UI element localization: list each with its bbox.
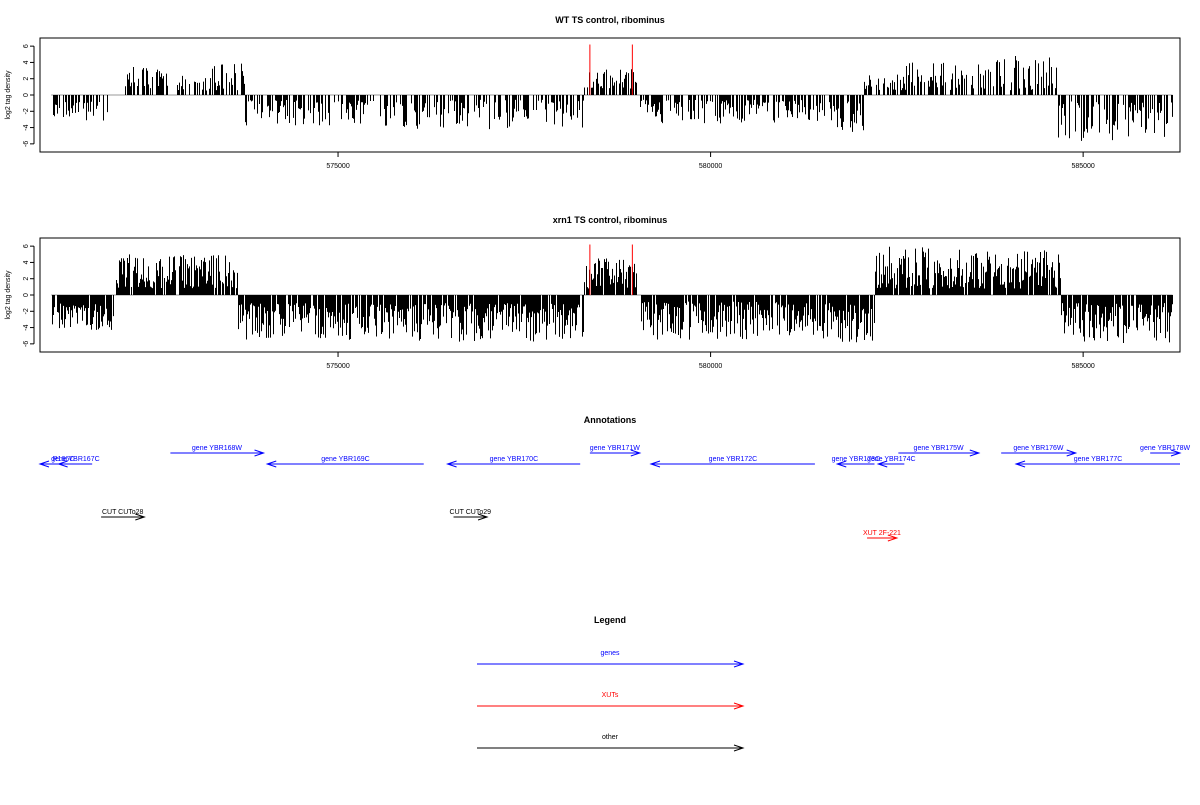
feature-arrowhead xyxy=(445,460,457,468)
xrn1-y-axis: -6 -4 -2 0 2 4 6 xyxy=(23,244,35,347)
wt-y-tick-label: -4 xyxy=(23,124,30,130)
legend-arrowhead xyxy=(733,744,745,752)
feature-label: gene YBR170C xyxy=(490,456,539,463)
wt-y-tick-label: -6 xyxy=(23,141,30,147)
feature-arrowhead xyxy=(835,460,847,468)
xrn1-y-tick-label: 0 xyxy=(23,293,30,297)
legend-arrowhead xyxy=(733,660,745,668)
feature-label: gene YBR167C xyxy=(51,456,100,463)
feature-label: R166C xyxy=(53,456,75,463)
feature-arrowhead xyxy=(649,460,661,468)
legend-arrowhead xyxy=(733,702,745,710)
legend-entry: XUTs xyxy=(477,692,745,710)
annotations-title: Annotations xyxy=(584,415,637,425)
wt-y-axis-label: log2 tag density xyxy=(5,70,12,120)
xrn1-x-tick-label: 585000 xyxy=(1071,363,1094,370)
feature-label: XUT 2F-221 xyxy=(863,530,901,537)
annotation-feature: gene YBR177C xyxy=(1014,456,1180,468)
annotation-feature: gene YBR171W xyxy=(590,445,642,457)
legend-entry: other xyxy=(477,734,745,752)
xrn1-coverage-panel: xrn1 TS control, ribominus log2 tag dens… xyxy=(5,215,1181,370)
legend-label: genes xyxy=(600,650,620,657)
wt-y-tick-label: -2 xyxy=(23,108,30,114)
feature-arrowhead xyxy=(1170,449,1182,457)
feature-arrowhead xyxy=(38,460,50,468)
annotation-feature: gene YBR168W xyxy=(170,445,266,457)
feature-label: gene YBR172C xyxy=(709,456,758,463)
legend-title: Legend xyxy=(594,615,626,625)
legend-panel: Legend genes XUTs other xyxy=(477,615,745,752)
feature-arrowhead xyxy=(969,449,981,457)
wt-y-axis: -6 -4 -2 0 2 4 6 xyxy=(23,44,35,147)
feature-arrowhead xyxy=(265,460,277,468)
wt-bars xyxy=(51,44,1173,141)
xrn1-x-tick-label: 575000 xyxy=(326,363,349,370)
feature-arrowhead xyxy=(1066,449,1078,457)
annotation-feature: CUT CUTo28 xyxy=(101,509,146,521)
annotation-feature: CUT CUTo29 xyxy=(450,509,492,521)
feature-label: gene YBR175W xyxy=(914,445,964,452)
feature-label: gene YBR171W xyxy=(590,445,640,452)
xrn1-plot-frame xyxy=(39,237,1181,353)
feature-arrowhead xyxy=(630,449,642,457)
annotation-feature: gene YBR174C xyxy=(867,456,916,468)
wt-y-tick-label: 4 xyxy=(23,60,30,64)
annotation-feature: XUT 2F-221 xyxy=(863,530,901,542)
xrn1-y-tick-label: 6 xyxy=(23,244,30,248)
wt-y-tick-label: 2 xyxy=(23,77,30,81)
annotation-feature: gene YBR176W xyxy=(1001,445,1078,457)
wt-y-tick-label: 0 xyxy=(23,93,30,97)
xrn1-y-tick-label: 4 xyxy=(23,260,30,264)
wt-x-axis: 575000 580000 585000 xyxy=(326,152,1095,170)
xrn1-panel-title: xrn1 TS control, ribominus xyxy=(553,215,668,225)
wt-x-tick-label: 575000 xyxy=(326,163,349,170)
feature-label: gene YBR174C xyxy=(867,456,916,463)
feature-label: CUT CUTo28 xyxy=(102,509,144,516)
feature-label: CUT CUTo29 xyxy=(450,509,492,516)
annotation-feature: gene YBR172C xyxy=(649,456,815,468)
annotation-feature: gene YBR170C xyxy=(445,456,581,468)
annotation-feature: gene YBR175W xyxy=(898,445,981,457)
legend-entries: genes XUTs other xyxy=(477,650,745,752)
xrn1-x-axis: 575000 580000 585000 xyxy=(326,352,1095,370)
wt-plot-frame xyxy=(39,37,1181,153)
legend-label: other xyxy=(602,734,619,741)
feature-arrowhead xyxy=(1014,460,1026,468)
annotation-feature: gene YBR167C xyxy=(51,456,100,468)
feature-label: gene YBR176W xyxy=(1013,445,1063,452)
wt-y-tick-label: 6 xyxy=(23,44,30,48)
feature-label: gene YBR178W xyxy=(1140,445,1190,452)
xrn1-x-tick-label: 580000 xyxy=(699,363,722,370)
feature-arrowhead xyxy=(887,534,899,542)
xrn1-y-tick-label: 2 xyxy=(23,277,30,281)
xrn1-y-tick-label: -4 xyxy=(23,324,30,330)
wt-x-tick-label: 585000 xyxy=(1071,163,1094,170)
feature-arrowhead xyxy=(57,460,68,468)
annotation-feature: gene YBR169C xyxy=(265,456,424,468)
feature-arrowhead xyxy=(254,449,266,457)
feature-label: gene YBR169C xyxy=(321,456,370,463)
wt-x-tick-label: 580000 xyxy=(699,163,722,170)
legend-entry: genes xyxy=(477,650,745,668)
feature-label: gene YBR173C xyxy=(832,456,881,463)
feature-label: gene YBR177C xyxy=(1074,456,1123,463)
annotation-feature: gene YBR173C xyxy=(832,456,881,468)
legend-label: XUTs xyxy=(602,692,619,699)
wt-panel-title: WT TS control, ribominus xyxy=(555,15,665,25)
feature-arrowhead xyxy=(477,513,489,521)
wt-coverage-panel: WT TS control, ribominus log2 tag densit… xyxy=(5,15,1181,170)
xrn1-y-axis-label: log2 tag density xyxy=(5,270,12,320)
feature-label: gene YBR168W xyxy=(192,445,242,452)
xrn1-y-tick-label: -2 xyxy=(23,308,30,314)
feature-arrowhead xyxy=(135,513,146,521)
annotation-feature: gene YBR178W xyxy=(1140,445,1191,457)
feature-arrowhead xyxy=(876,460,888,468)
xrn1-y-tick-label: -6 xyxy=(23,341,30,347)
xrn1-bars xyxy=(51,244,1173,343)
